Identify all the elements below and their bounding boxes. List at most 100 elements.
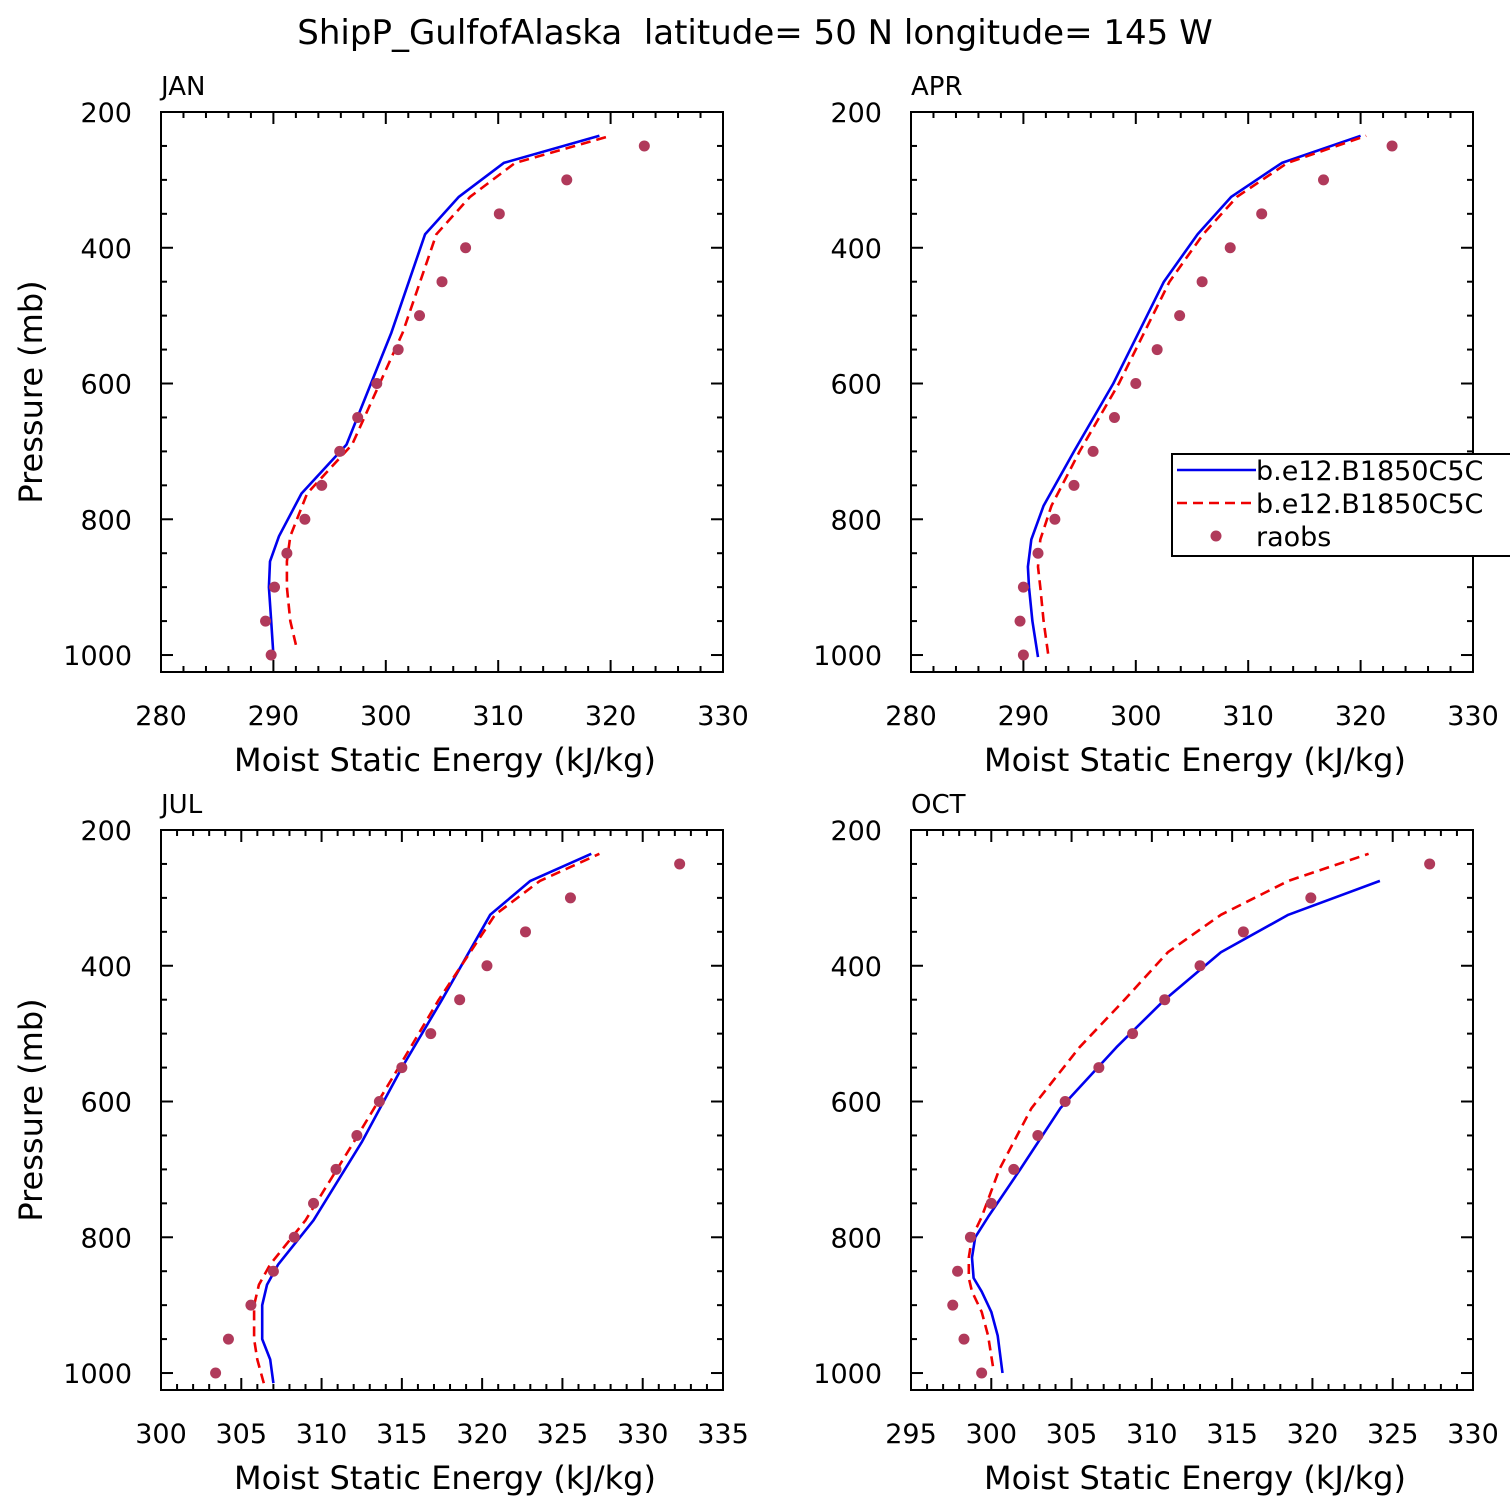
raobs-point: [267, 1265, 279, 1277]
raobs-point: [1130, 378, 1142, 390]
model-line-dashed: [967, 852, 1370, 1367]
panel-label: APR: [911, 72, 963, 102]
raobs-point: [1032, 1129, 1044, 1141]
x-tick-label: 300: [1110, 701, 1162, 732]
y-tick-label: 1000: [813, 1359, 882, 1390]
x-tick-label: 300: [135, 1419, 187, 1450]
raobs-point: [334, 445, 346, 457]
legend-entry: b.e12.B1850C5C: [1256, 489, 1483, 520]
y-tick-label: 800: [830, 1223, 882, 1254]
x-axis-label: Moist Static Energy (kJ/kg): [984, 1459, 1406, 1497]
raobs-point: [1093, 1062, 1105, 1074]
plot-frame: [160, 829, 724, 1391]
raobs-point: [638, 140, 650, 152]
model-line-solid: [970, 879, 1381, 1374]
x-axis-label: Moist Static Energy (kJ/kg): [984, 741, 1406, 779]
x-tick-label: 300: [966, 1419, 1018, 1450]
x-tick-label: 310: [1222, 701, 1274, 732]
raobs-point: [976, 1367, 988, 1379]
raobs-point: [1159, 994, 1171, 1006]
raobs-point: [674, 858, 686, 870]
raobs-point: [352, 411, 364, 423]
raobs-point: [1224, 242, 1236, 254]
model-line-dashed: [285, 134, 611, 646]
raobs-point: [436, 276, 448, 288]
y-tick-label: 400: [830, 234, 882, 265]
raobs-point: [281, 547, 293, 559]
raobs-point: [316, 479, 328, 491]
raobs-point: [1196, 276, 1208, 288]
raobs-point: [1194, 960, 1206, 972]
x-tick-label: 325: [1367, 1419, 1419, 1450]
raobs-point: [1068, 479, 1080, 491]
model-line-solid: [1026, 134, 1362, 658]
raobs-point: [561, 174, 573, 186]
x-tick-label: 310: [472, 701, 524, 732]
raobs-point: [210, 1367, 222, 1379]
panel-oct: OCT 295 300 305 310 315 320 325 330 200 400 600 800 1…: [813, 790, 1498, 1497]
raobs-point: [947, 1299, 959, 1311]
x-tick-label: 280: [885, 701, 937, 732]
raobs-point: [1127, 1028, 1139, 1040]
raobs-point: [519, 926, 531, 938]
y-tick-label: 400: [830, 952, 882, 983]
raobs-point: [1087, 445, 1099, 457]
raobs-point: [952, 1265, 964, 1277]
x-axis-label: Moist Static Energy (kJ/kg): [234, 1459, 656, 1497]
raobs-point: [460, 242, 472, 254]
y-tick-label: 1000: [63, 1359, 132, 1390]
raobs-point: [1151, 344, 1163, 356]
x-tick-label: 305: [216, 1419, 268, 1450]
y-tick-label: 200: [80, 816, 132, 847]
x-tick-label: 300: [360, 701, 412, 732]
raobs-point: [330, 1163, 342, 1175]
raobs-point: [1424, 858, 1436, 870]
raobs-point: [299, 513, 311, 525]
x-tick-label: 320: [585, 701, 637, 732]
raobs-point: [1017, 649, 1029, 661]
model-line-solid: [260, 852, 592, 1384]
raobs-point: [269, 581, 281, 593]
x-tick-label: 320: [456, 1419, 508, 1450]
x-tick-label: 315: [376, 1419, 428, 1450]
y-tick-label: 200: [830, 98, 882, 129]
x-tick-label: 330: [617, 1419, 669, 1450]
raobs-point: [1108, 411, 1120, 423]
y-tick-label: 400: [80, 952, 132, 983]
raobs-point: [396, 1062, 408, 1074]
raobs-point: [481, 960, 493, 972]
x-tick-label: 325: [537, 1419, 589, 1450]
raobs-point: [351, 1129, 363, 1141]
raobs-point: [493, 208, 505, 220]
y-tick-label: 600: [830, 370, 882, 401]
y-tick-label: 200: [80, 98, 132, 129]
y-tick-label: 800: [80, 505, 132, 536]
x-tick-label: 290: [248, 701, 300, 732]
raobs-point: [392, 344, 404, 356]
model-line-solid: [267, 134, 600, 656]
raobs-point: [958, 1333, 970, 1345]
y-tick-label: 1000: [63, 641, 132, 672]
x-tick-label: 320: [1335, 701, 1387, 732]
raobs-point: [425, 1028, 437, 1040]
raobs-point: [964, 1231, 976, 1243]
plot-frame: [910, 829, 1474, 1391]
panel-label: JUL: [159, 790, 203, 820]
x-tick-label: 330: [1447, 701, 1499, 732]
raobs-point: [985, 1197, 997, 1209]
raobs-point: [1014, 615, 1026, 627]
x-tick-label: 315: [1206, 1419, 1258, 1450]
x-tick-label: 330: [697, 701, 749, 732]
panel-apr: APR 280 290 300 310 320 330 200 400 600 800 1000 Moi…: [813, 72, 1510, 779]
x-tick-label: 335: [697, 1419, 749, 1450]
y-tick-label: 400: [80, 234, 132, 265]
y-axis-label: Pressure (mb): [12, 998, 50, 1221]
y-tick-label: 800: [830, 505, 882, 536]
raobs-point: [222, 1333, 234, 1345]
y-tick-label: 800: [80, 1223, 132, 1254]
x-tick-label: 320: [1287, 1419, 1339, 1450]
raobs-point: [1174, 310, 1186, 322]
raobs-point: [308, 1197, 320, 1209]
figure-title: ShipP_GulfofAlaska latitude= 50 N longit…: [297, 13, 1212, 53]
